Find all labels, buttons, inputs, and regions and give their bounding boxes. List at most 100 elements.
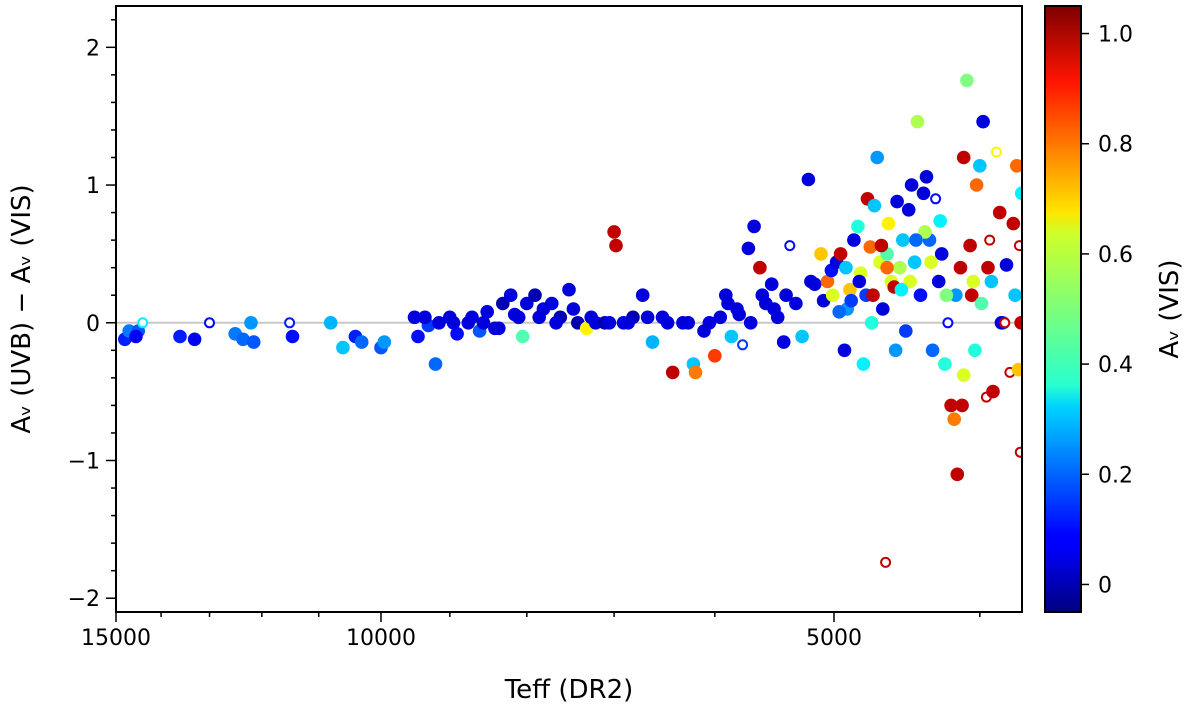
scatter-point-93 (880, 556, 892, 568)
scatter-point-95 (881, 216, 896, 231)
scatter-point-138 (1011, 362, 1022, 377)
scatter-point-167 (602, 316, 617, 330)
scatter-point-20 (407, 310, 422, 325)
scatter-point-140 (1014, 446, 1022, 458)
scatter-point-177 (432, 316, 446, 330)
x-tick-label-15000: 15000 (81, 626, 151, 651)
scatter-point-170 (549, 316, 563, 330)
scatter-point-193 (984, 274, 999, 289)
scatter-point-152 (844, 293, 858, 308)
colorbar-label: Aᵥ (VIS) (1155, 259, 1185, 358)
scatter-point-173 (492, 321, 506, 336)
scatter-point-148 (903, 274, 917, 289)
scatter-point-104 (907, 255, 922, 269)
scatter-point-108 (919, 170, 934, 184)
scatter-point-59 (724, 329, 739, 344)
scatter-point-156 (779, 288, 793, 303)
scatter-point-118 (950, 467, 965, 482)
scatter-point-45 (609, 238, 623, 253)
scatter-point-12 (284, 317, 296, 329)
scatter-point-141 (1014, 316, 1022, 330)
scatter-point-7 (204, 317, 215, 329)
scatter-point-100 (896, 233, 910, 247)
scatter-point-114 (938, 357, 952, 371)
scatter-point-106 (913, 288, 928, 303)
scatter-point-14 (323, 316, 338, 330)
scatter-point-191 (839, 260, 853, 275)
scatter-point-120 (956, 150, 971, 165)
scatter-point-181 (981, 260, 995, 275)
scatter-point-125 (973, 159, 987, 173)
scatter-point-33 (515, 329, 530, 344)
colorbar-tick-label-0.4: 0.4 (1098, 353, 1133, 378)
scatter-point-62 (741, 241, 756, 256)
plot-frame (115, 5, 1023, 613)
scatter-point-161 (721, 296, 735, 311)
scatter-point-162 (702, 316, 717, 330)
scatter-point-112 (931, 274, 946, 289)
scatter-point-121 (960, 73, 974, 88)
scatter-point-3 (137, 317, 149, 329)
scatter-point-49 (645, 335, 660, 349)
scatter-point-135 (1006, 216, 1021, 231)
scatter-point-75 (820, 274, 835, 289)
scatter-point-188 (880, 260, 894, 275)
scatter-point-54 (688, 365, 703, 380)
scatter-point-131 (992, 205, 1007, 220)
scatter-point-5 (173, 329, 187, 344)
scatter-point-81 (843, 282, 857, 297)
scatter-point-34 (520, 296, 534, 311)
y-tick-labels: 2 1 0 −1 −2 (68, 36, 100, 612)
scatter-point-4 (129, 329, 143, 344)
scatter-point-147 (918, 225, 932, 239)
scatter-point-68 (776, 335, 791, 349)
scatter-point-168 (584, 310, 598, 325)
scatter-point-103 (904, 178, 919, 192)
scatter-point-155 (804, 274, 818, 289)
scatter-point-64 (753, 260, 767, 275)
x-axis-label: Teff (DR2) (504, 675, 634, 705)
y-tick-label-1: 1 (86, 174, 100, 199)
scatter-point-113 (934, 247, 949, 261)
scatter-point-183 (955, 398, 969, 413)
scatter-point-122 (963, 238, 977, 253)
scatter-point-71 (795, 329, 809, 344)
scatter-point-175 (461, 316, 476, 330)
x-tick-label-5000: 5000 (806, 626, 862, 651)
scatter-point-150 (874, 238, 889, 253)
scatter-point-88 (863, 240, 878, 254)
scatter-point-111 (930, 193, 942, 205)
scatter-point-153 (832, 305, 846, 319)
scatter-point-137 (1010, 159, 1022, 173)
scatter-point-180 (964, 288, 979, 303)
scatter-point-107 (916, 186, 931, 201)
scatter-point-102 (901, 203, 916, 217)
scatter-point-144 (999, 317, 1011, 329)
scatter-point-70 (789, 296, 803, 311)
scatter-point-139 (1013, 240, 1022, 252)
scatter-point-158 (755, 288, 770, 303)
scatter-point-145 (949, 288, 963, 303)
scatter-point-176 (446, 316, 461, 330)
scatter-points (118, 73, 1022, 568)
scatter-point-123 (966, 274, 981, 289)
scatter-point-10 (244, 316, 258, 330)
scatter-point-63 (747, 219, 761, 234)
scatter-point-165 (640, 310, 655, 325)
scatter-point-185 (924, 255, 938, 269)
scatter-point-172 (507, 307, 522, 322)
scatter-point-110 (925, 343, 940, 358)
scatter-point-9 (236, 332, 250, 347)
scatter-point-44 (607, 225, 621, 239)
scatter-point-31 (503, 288, 518, 303)
scatter-point-182 (968, 343, 982, 358)
scatter-point-184 (939, 288, 954, 303)
scatter-point-119 (953, 260, 968, 275)
scatter-point-37 (545, 296, 559, 311)
scatter-point-115 (942, 317, 954, 329)
scatter-point-179 (956, 368, 971, 382)
scatter-point-39 (562, 282, 576, 297)
scatter-point-124 (969, 178, 984, 192)
scatter-point-17 (354, 335, 369, 349)
